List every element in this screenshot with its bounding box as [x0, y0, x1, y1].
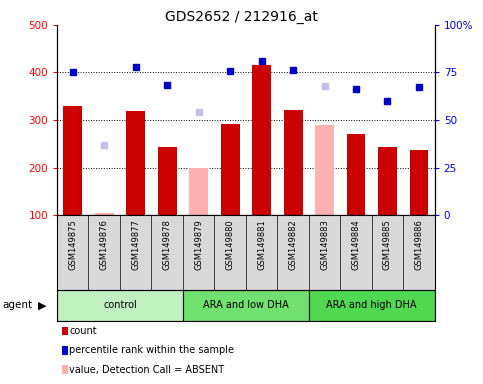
Text: GSM149885: GSM149885 [383, 219, 392, 270]
Text: count: count [69, 326, 97, 336]
Bar [309, 290, 435, 321]
Text: ARA and low DHA: ARA and low DHA [203, 300, 289, 310]
Text: GSM149880: GSM149880 [226, 219, 235, 270]
Bar [410, 150, 428, 263]
Bar [183, 290, 309, 321]
Bar [252, 65, 271, 263]
Text: control: control [103, 300, 137, 310]
Text: GSM149882: GSM149882 [288, 219, 298, 270]
Text: ▶: ▶ [38, 300, 47, 310]
Text: value, Detection Call = ABSENT: value, Detection Call = ABSENT [69, 364, 225, 375]
Text: GSM149876: GSM149876 [99, 219, 109, 270]
Bar [347, 134, 366, 263]
Text: GSM149878: GSM149878 [163, 219, 171, 270]
Bar [95, 213, 114, 263]
Text: agent: agent [2, 300, 32, 310]
Bar [63, 106, 82, 263]
Bar [57, 290, 183, 321]
Bar [158, 147, 177, 263]
Bar [221, 124, 240, 263]
Bar [189, 167, 208, 263]
Text: percentile rank within the sample: percentile rank within the sample [69, 345, 234, 356]
Text: ARA and high DHA: ARA and high DHA [327, 300, 417, 310]
Text: GSM149883: GSM149883 [320, 219, 329, 270]
Text: GSM149884: GSM149884 [352, 219, 360, 270]
Text: GSM149875: GSM149875 [68, 219, 77, 270]
Text: GDS2652 / 212916_at: GDS2652 / 212916_at [165, 10, 318, 23]
Text: GSM149877: GSM149877 [131, 219, 140, 270]
Bar [315, 125, 334, 263]
Text: GSM149886: GSM149886 [414, 219, 424, 270]
Bar [378, 147, 397, 263]
Bar [284, 111, 302, 263]
Text: GSM149881: GSM149881 [257, 219, 266, 270]
Bar [126, 111, 145, 263]
Text: GSM149879: GSM149879 [194, 219, 203, 270]
